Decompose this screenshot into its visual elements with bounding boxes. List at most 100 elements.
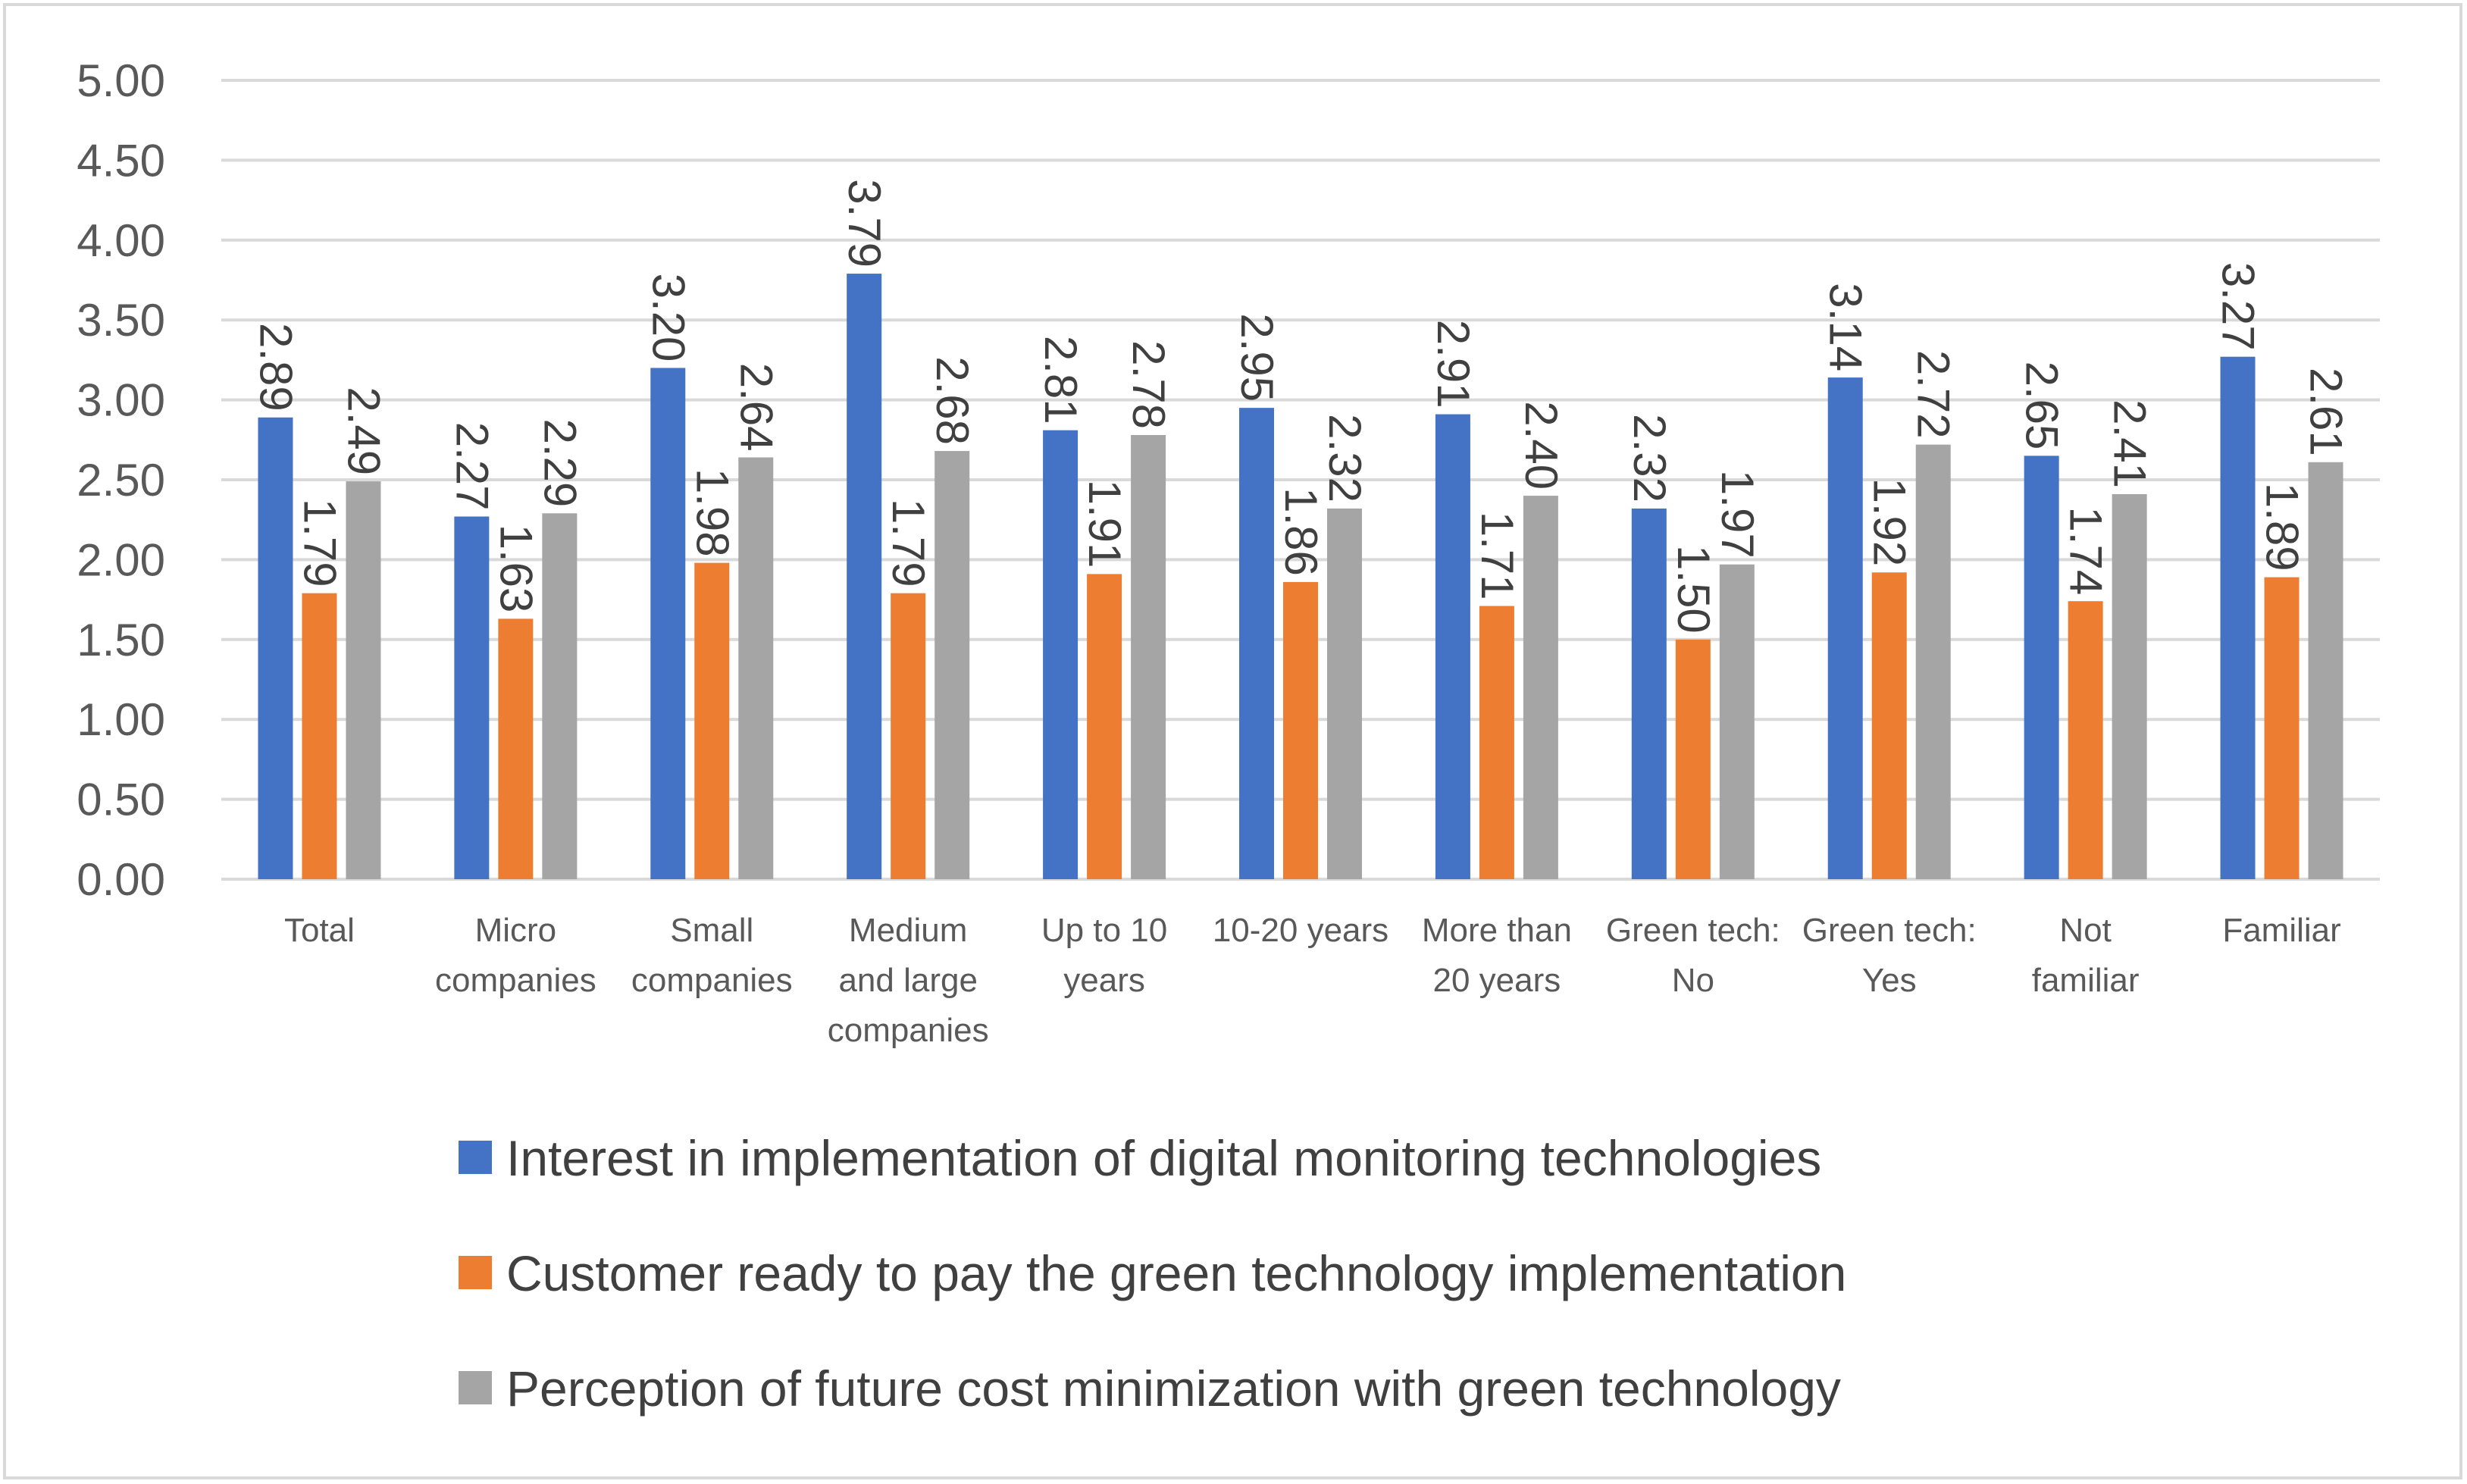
gridlines — [221, 79, 2380, 881]
x-axis-ticks: Total Micro companies Small companies Medium a… — [284, 912, 2341, 1049]
bar — [2220, 356, 2256, 880]
data-label: 1.74 — [2061, 506, 2112, 595]
data-label: 1.71 — [1472, 512, 1523, 600]
bar — [847, 274, 882, 879]
bars — [258, 274, 2343, 880]
bar — [1827, 377, 1863, 879]
legend: Interest in implementation of digital mo… — [459, 1130, 1846, 1417]
y-tick-label: 3.50 — [77, 295, 165, 346]
data-label: 1.50 — [1668, 545, 1719, 634]
bar — [891, 593, 926, 879]
data-label: 2.61 — [2301, 368, 2352, 456]
y-tick-label: 5.00 — [77, 55, 165, 106]
bar — [1719, 564, 1755, 879]
bar — [346, 481, 381, 879]
bar — [1239, 408, 1274, 879]
bar — [2024, 456, 2059, 879]
legend-swatch — [459, 1141, 492, 1174]
bar — [1871, 572, 1907, 879]
bar — [2112, 493, 2147, 879]
data-label: 3.14 — [1821, 283, 1871, 371]
data-labels: 2.89 2.27 3.20 3.79 2.81 2.95 2.91 2.32 3.14 2.65… — [250, 179, 2351, 634]
x-tick-label: Green tech: Yes — [1802, 912, 1977, 999]
data-label: 3.20 — [643, 274, 693, 362]
data-label: 2.91 — [1428, 320, 1479, 409]
x-tick-label: Total — [284, 912, 355, 949]
bar — [302, 593, 337, 879]
bar — [542, 513, 578, 879]
bar — [498, 618, 534, 879]
data-label: 2.29 — [534, 418, 585, 507]
legend-label: Interest in implementation of digital mo… — [506, 1130, 1821, 1186]
data-label: 2.72 — [1908, 350, 1959, 439]
bar — [1631, 508, 1667, 879]
bar — [1675, 639, 1711, 879]
y-axis-ticks: 0.00 0.50 1.00 1.50 2.00 2.50 3.00 3.50 4.00 4.50… — [77, 55, 165, 905]
data-label: 1.97 — [1712, 470, 1763, 559]
bar — [2264, 577, 2300, 879]
data-label: 1.89 — [2257, 483, 2308, 571]
bar — [1915, 444, 1951, 879]
data-label: 2.81 — [1035, 336, 1086, 424]
y-tick-label: 1.00 — [77, 694, 165, 745]
bar — [2308, 462, 2343, 879]
x-tick-label: 10-20 years — [1213, 912, 1388, 949]
x-tick-label: Not familiar — [2032, 912, 2140, 999]
data-label: 2.95 — [1232, 313, 1282, 402]
legend-label: Customer ready to pay the green technolo… — [506, 1245, 1846, 1301]
bar — [1479, 606, 1514, 879]
x-tick-label: Medium and large companies — [828, 912, 989, 1049]
y-tick-label: 2.00 — [77, 534, 165, 585]
data-label: 2.32 — [1320, 414, 1370, 502]
bar — [738, 457, 774, 879]
bar — [694, 562, 730, 879]
data-label: 1.79 — [883, 499, 934, 587]
y-tick-label: 0.00 — [77, 854, 165, 905]
data-label: 2.49 — [338, 387, 389, 475]
data-label: 1.91 — [1079, 480, 1130, 568]
x-tick-label: Micro companies — [435, 912, 596, 999]
data-label: 3.79 — [839, 179, 890, 268]
data-label: 3.27 — [2213, 262, 2264, 351]
data-label: 1.92 — [1864, 477, 1915, 566]
bar — [935, 451, 970, 879]
legend-label: Perception of future cost minimization w… — [506, 1360, 1841, 1417]
bar — [2068, 601, 2103, 879]
data-label: 2.41 — [2105, 399, 2155, 488]
y-tick-label: 1.50 — [77, 615, 165, 665]
data-label: 1.86 — [1276, 487, 1326, 576]
bar — [1043, 430, 1079, 879]
data-label: 2.27 — [446, 422, 497, 511]
data-label: 2.40 — [1516, 401, 1567, 490]
bar — [258, 417, 293, 879]
y-tick-label: 4.00 — [77, 215, 165, 266]
y-tick-label: 2.50 — [77, 455, 165, 506]
x-tick-label: Small companies — [631, 912, 793, 999]
data-label: 2.32 — [1624, 414, 1675, 502]
bar — [1523, 496, 1558, 879]
legend-swatch — [459, 1256, 492, 1289]
bar — [650, 368, 686, 879]
data-label: 1.98 — [687, 468, 737, 557]
bar — [1327, 508, 1362, 879]
legend-swatch — [459, 1371, 492, 1404]
x-tick-label: More than 20 years — [1422, 912, 1572, 999]
bar — [1087, 574, 1122, 879]
y-tick-label: 3.00 — [77, 375, 165, 426]
y-tick-label: 0.50 — [77, 775, 165, 825]
data-label: 1.79 — [294, 499, 345, 587]
data-label: 2.65 — [2017, 362, 2068, 450]
data-label: 2.89 — [250, 323, 301, 412]
x-tick-label: Green tech: No — [1606, 912, 1780, 999]
y-tick-label: 4.50 — [77, 135, 165, 186]
bar — [1435, 414, 1470, 879]
x-tick-label: Familiar — [2222, 912, 2340, 949]
data-label: 2.64 — [731, 363, 781, 452]
bar — [454, 516, 490, 879]
data-label: 2.68 — [927, 356, 978, 445]
bar — [1131, 434, 1166, 879]
data-label: 1.63 — [490, 524, 541, 613]
x-tick-label: Up to 10 years — [1041, 912, 1167, 999]
data-label: 2.78 — [1123, 340, 1174, 429]
